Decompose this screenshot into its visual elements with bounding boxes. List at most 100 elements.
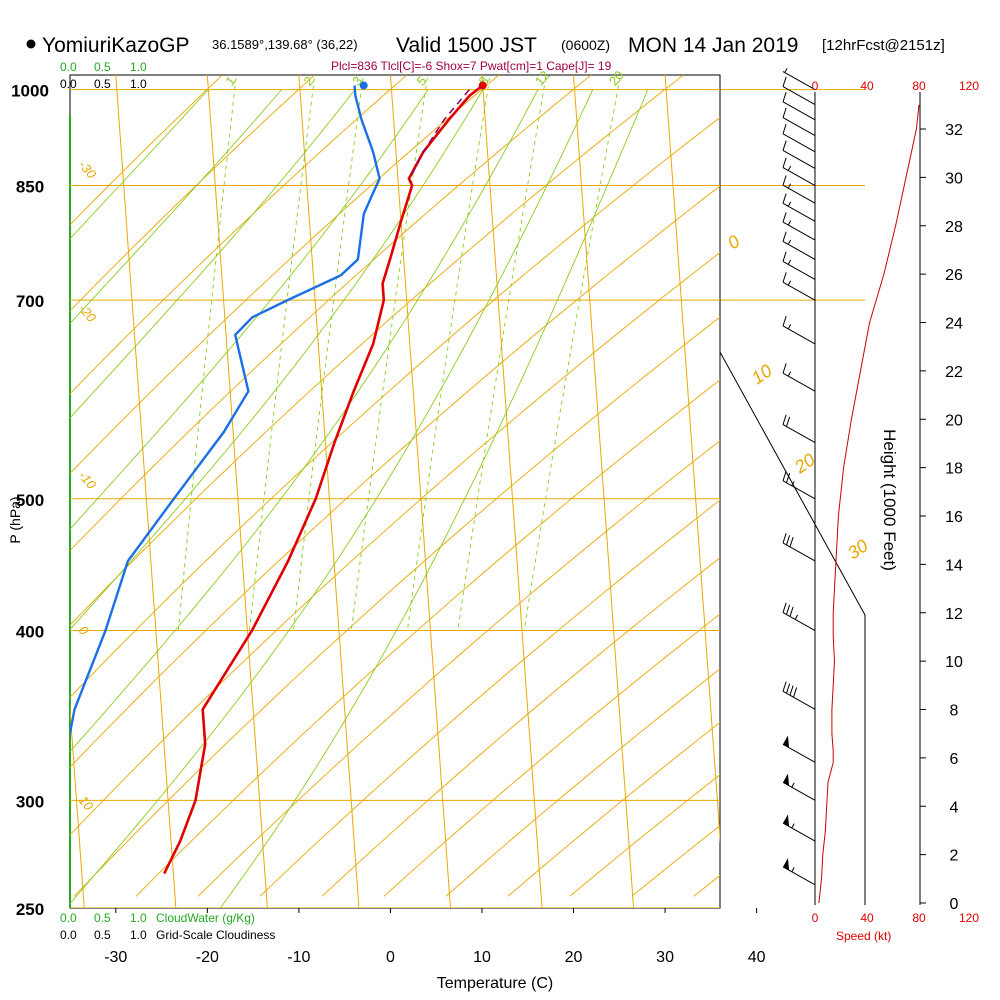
dry-adiabat-label: -10 bbox=[76, 468, 100, 493]
cloud-tick-top-0: 0.0 bbox=[60, 911, 77, 925]
wind-barb-half bbox=[787, 165, 792, 171]
cloud-top-tick-black-2: 1.0 bbox=[130, 77, 147, 91]
dry-adiabat-line bbox=[321, 557, 720, 897]
wind-panel-boundary bbox=[719, 351, 866, 905]
mixing-ratio-line bbox=[523, 77, 621, 631]
wind-barb-full bbox=[782, 681, 787, 692]
dry-adiabat-line bbox=[70, 75, 500, 475]
wind-barb bbox=[782, 533, 816, 562]
plot-frame bbox=[69, 74, 721, 909]
wind-barb-staff bbox=[782, 480, 816, 500]
speed-tick-bottom-2: 80 bbox=[912, 911, 926, 925]
station-marker bbox=[26, 39, 36, 49]
mixing-ratio-line bbox=[457, 77, 547, 631]
wind-barb bbox=[782, 773, 816, 801]
moist-adiabat-line bbox=[219, 89, 649, 908]
wind-barb bbox=[782, 272, 816, 301]
cloud-axis-bottom: 0.0 0.5 1.0 CloudWater (g/Kg) 0.0 0.5 1.… bbox=[60, 911, 275, 942]
moist-adiabat-line bbox=[70, 89, 429, 530]
wind-speed-line bbox=[818, 104, 920, 904]
wind-barb-full bbox=[786, 472, 791, 483]
wind-barb bbox=[782, 470, 816, 500]
height-tick-label: 2 bbox=[950, 848, 959, 865]
wind-barb-half bbox=[787, 201, 792, 207]
mixing-ratio-line bbox=[350, 77, 428, 631]
speed-tick-bottom-1: 40 bbox=[860, 911, 874, 925]
height-tick-label: 10 bbox=[945, 654, 963, 671]
dry-adiabat-line bbox=[631, 825, 720, 897]
wind-barb-full bbox=[786, 604, 791, 615]
wind-barb bbox=[782, 123, 816, 153]
dry-adiabat-line bbox=[70, 75, 684, 626]
height-tick-label: 16 bbox=[945, 509, 963, 526]
wind-barb bbox=[782, 251, 816, 280]
isotherm-line bbox=[481, 75, 543, 908]
wind-barb-staff bbox=[782, 866, 816, 886]
height-tick-label: 6 bbox=[950, 751, 959, 768]
mixing-ratio-line bbox=[177, 77, 237, 631]
cloud-top-tick-black-1: 0.5 bbox=[94, 77, 111, 91]
parcel-path-line bbox=[410, 89, 470, 176]
cloud-tick-top-2: 1.0 bbox=[130, 911, 147, 925]
moist-adiabat-line bbox=[70, 89, 484, 631]
dry-adiabat-line bbox=[70, 75, 315, 312]
wind-barb bbox=[782, 67, 816, 91]
wind-barb-full bbox=[782, 140, 787, 151]
dry-adiabat-line bbox=[259, 499, 720, 897]
cloud-top-tick-green-0: 0.0 bbox=[60, 60, 77, 74]
dewpoint-profile-line bbox=[70, 85, 381, 740]
wind-barb-staff bbox=[782, 281, 816, 301]
height-tick-label: 26 bbox=[945, 267, 963, 284]
wind-barb-full bbox=[782, 107, 787, 118]
wind-barb-full bbox=[782, 76, 787, 87]
moist-adiabat-line bbox=[70, 89, 594, 905]
height-tick-label: 20 bbox=[945, 412, 963, 429]
wind-barb-half bbox=[787, 220, 792, 226]
wind-barb-full bbox=[782, 272, 787, 283]
height-tick-label: 0 bbox=[950, 896, 959, 913]
wind-barb-full bbox=[782, 470, 787, 481]
surface-temperature-dot bbox=[478, 81, 487, 90]
wind-barb-half bbox=[791, 782, 795, 788]
wind-barb bbox=[782, 858, 816, 886]
pressure-tick-label: 400 bbox=[16, 623, 44, 642]
moist-adiabat-line bbox=[70, 89, 282, 325]
wind-barb-half bbox=[791, 867, 795, 872]
wind-barb-staff bbox=[782, 202, 816, 222]
dry-adiabat-line bbox=[135, 379, 720, 897]
wind-barb-full bbox=[782, 175, 787, 186]
speed-tick-top-2: 80 bbox=[912, 79, 926, 93]
wind-barb bbox=[782, 157, 816, 186]
station-name: YomiuriKazoGP bbox=[42, 34, 189, 57]
x-axis-title: Temperature (C) bbox=[437, 975, 553, 992]
speed-tick-top-1: 40 bbox=[860, 79, 874, 93]
dry-adiabat-label: 30 bbox=[844, 535, 872, 563]
height-tick-label: 24 bbox=[945, 316, 963, 333]
wind-barb-flag bbox=[783, 814, 790, 827]
valid-time: Valid 1500 JST bbox=[396, 34, 537, 57]
wind-barb-staff bbox=[782, 325, 816, 345]
surface-dewpoint-dot bbox=[359, 81, 368, 90]
height-tick-label: 8 bbox=[950, 703, 959, 720]
wind-barb-full bbox=[789, 537, 794, 548]
thermo-grid bbox=[70, 75, 720, 908]
height-tick-label: 18 bbox=[945, 461, 963, 478]
wind-barb-full bbox=[782, 316, 787, 327]
wind-barb bbox=[782, 212, 816, 241]
speed-tick-bottom-3: 120 bbox=[959, 911, 979, 925]
y-axis-title: P (hPa) bbox=[7, 496, 23, 543]
wind-barb-staff bbox=[782, 372, 816, 392]
wind-barb bbox=[782, 107, 816, 137]
wind-barb-half bbox=[787, 259, 792, 265]
wind-barb-flag bbox=[783, 858, 790, 871]
height-tick-label: 12 bbox=[945, 606, 963, 623]
wind-barb-staff bbox=[782, 822, 816, 842]
wind-barb-full bbox=[782, 231, 787, 242]
x-tick-label: 20 bbox=[565, 949, 583, 966]
height-tick-label: 22 bbox=[945, 364, 963, 381]
cloud-tick-bottom-1: 0.5 bbox=[94, 928, 111, 942]
wind-barb bbox=[782, 76, 816, 105]
wind-barb bbox=[782, 363, 816, 392]
